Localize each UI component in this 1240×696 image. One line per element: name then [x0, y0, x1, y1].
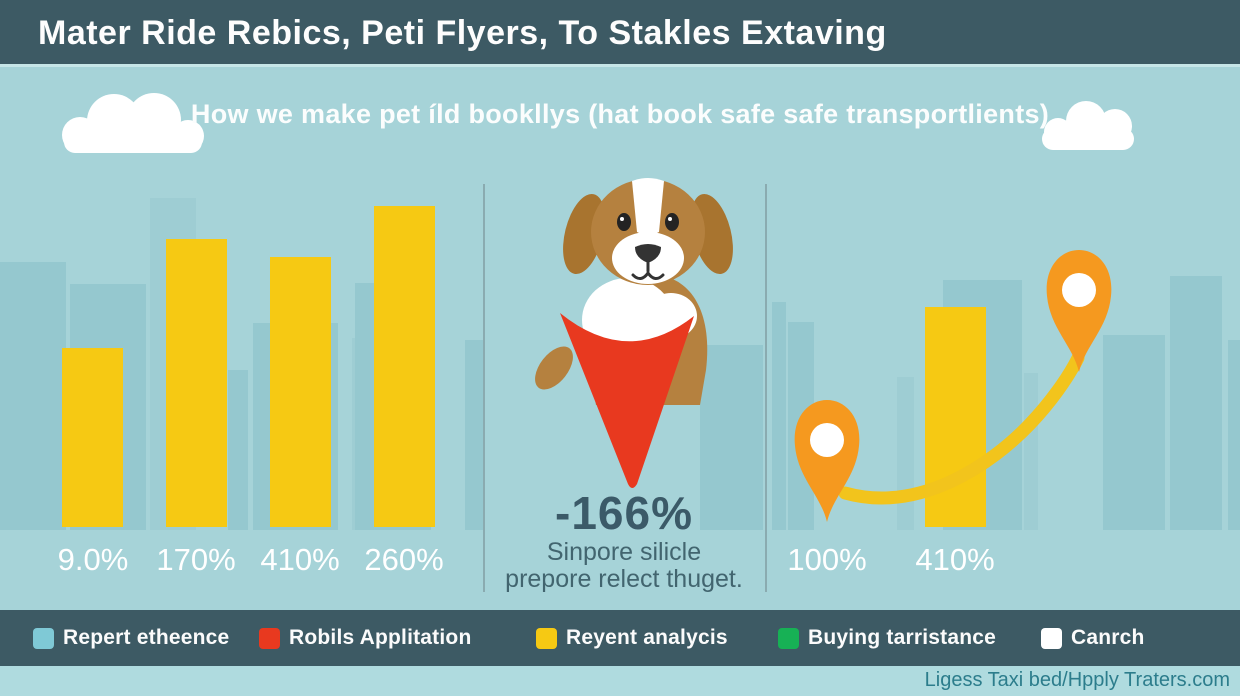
route-curve — [838, 351, 1085, 505]
legend-label: Reyent analycis — [566, 626, 728, 649]
legend-label: Buying tarristance — [808, 626, 996, 649]
bar-value-label: 9.0% — [57, 542, 129, 577]
bar — [166, 239, 227, 527]
legend-label: Repert etheence — [63, 626, 230, 649]
location-pin-icon — [1046, 250, 1112, 372]
legend-item: Reyent analycis — [536, 610, 728, 666]
section-divider — [765, 184, 767, 592]
bar-value-label: 170% — [156, 542, 236, 577]
footer-credit: Ligess Taxi bed/Hpply Traters.com — [924, 669, 1230, 691]
building-silhouette — [700, 345, 763, 530]
building-silhouette — [228, 370, 248, 530]
bar — [62, 348, 123, 527]
footer-bar: Ligess Taxi bed/Hpply Traters.com — [0, 666, 1240, 696]
legend-label: Canrch — [1071, 626, 1145, 649]
building-silhouette — [465, 340, 483, 530]
legend-bar: Repert etheence Robils Applitation Reyent … — [0, 610, 1240, 666]
legend-swatch-icon — [33, 627, 54, 649]
legend-item: Canrch — [1041, 610, 1145, 666]
legend-swatch-icon — [778, 627, 799, 649]
page-title: Mater Ride Rebics, Peti Flyers, To Stakl… — [38, 14, 887, 52]
legend-item: Repert etheence — [33, 610, 229, 666]
dog-in-red-pin-illustration — [535, 178, 733, 488]
bar-value-label: 410% — [915, 542, 995, 577]
bar-value-label: 260% — [364, 542, 444, 577]
building-silhouette — [1228, 340, 1240, 530]
legend-swatch-icon — [1041, 627, 1062, 649]
building-silhouette — [0, 262, 66, 530]
cloud-icon — [62, 93, 204, 153]
bar-value-label: 100% — [787, 542, 867, 577]
header-bar: Mater Ride Rebics, Peti Flyers, To Stakl… — [0, 0, 1240, 67]
legend-label: Robils Applitation — [289, 626, 472, 649]
legend-swatch-icon — [536, 627, 557, 649]
legend-swatch-icon — [259, 627, 280, 649]
section-divider — [483, 184, 485, 592]
stat-caption-line1: Sinpore silicle — [546, 537, 702, 566]
bar — [270, 257, 331, 527]
bar — [374, 206, 435, 527]
subtitle: How we make pet íld bookllys (hat book s… — [190, 99, 1050, 129]
cloud-icon — [1042, 101, 1134, 150]
building-silhouette — [772, 302, 786, 530]
legend-item: Robils Applitation — [259, 610, 471, 666]
location-pin-icon — [794, 400, 860, 522]
bar-value-label: 410% — [260, 542, 340, 577]
building-silhouette — [1103, 335, 1165, 530]
stat-value: -166% — [555, 487, 693, 539]
center-stat-block: -166% Sinpore silicle prepore relect thu… — [484, 488, 764, 593]
legend-item: Buying tarristance — [778, 610, 996, 666]
stat-caption-line2: prepore relect thuget. — [505, 564, 743, 593]
building-silhouette — [1170, 276, 1222, 530]
